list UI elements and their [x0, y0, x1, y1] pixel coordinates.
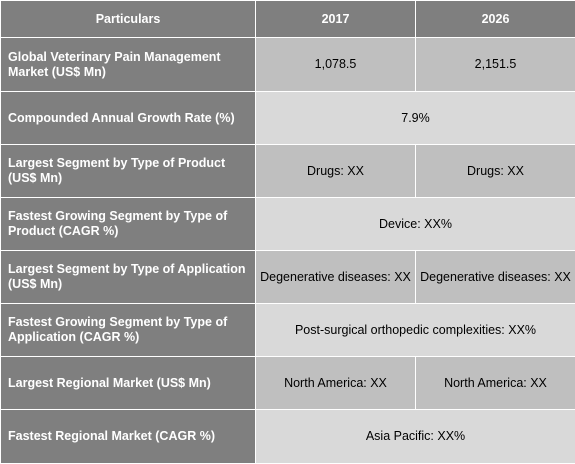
value-merged: 7.9% — [255, 91, 575, 145]
row-label: Fastest Growing Segment by Type of Appli… — [0, 303, 256, 357]
table-header-row: Particulars 2017 2026 — [0, 0, 575, 38]
header-particulars: Particulars — [0, 0, 256, 38]
table-row: Compounded Annual Growth Rate (%) 7.9% — [0, 91, 575, 145]
table-row: Fastest Regional Market (CAGR %) Asia Pa… — [0, 409, 575, 464]
row-label: Largest Segment by Type of Product (US$ … — [0, 144, 256, 198]
table-row: Global Veterinary Pain Management Market… — [0, 37, 575, 92]
header-2026: 2026 — [415, 0, 575, 38]
table-row: Fastest Growing Segment by Type of Appli… — [0, 303, 575, 357]
value-2017: North America: XX — [255, 356, 416, 410]
value-merged: Post-surgical orthopedic complexities: X… — [255, 303, 575, 357]
value-2017: 1,078.5 — [255, 37, 416, 92]
value-2026: North America: XX — [415, 356, 575, 410]
row-label: Largest Segment by Type of Application (… — [0, 250, 256, 304]
table-row: Largest Segment by Type of Product (US$ … — [0, 144, 575, 198]
table-row: Largest Segment by Type of Application (… — [0, 250, 575, 304]
value-2026: Degenerative diseases: XX — [415, 250, 575, 304]
value-2017: Degenerative diseases: XX — [255, 250, 416, 304]
row-label: Global Veterinary Pain Management Market… — [0, 37, 256, 92]
value-2026: Drugs: XX — [415, 144, 575, 198]
value-2017: Drugs: XX — [255, 144, 416, 198]
row-label: Compounded Annual Growth Rate (%) — [0, 91, 256, 145]
value-merged: Device: XX% — [255, 197, 575, 251]
table-row: Largest Regional Market (US$ Mn) North A… — [0, 356, 575, 410]
value-2026: 2,151.5 — [415, 37, 575, 92]
row-label: Largest Regional Market (US$ Mn) — [0, 356, 256, 410]
row-label: Fastest Growing Segment by Type of Produ… — [0, 197, 256, 251]
header-2017: 2017 — [255, 0, 416, 38]
value-merged: Asia Pacific: XX% — [255, 409, 575, 464]
row-label: Fastest Regional Market (CAGR %) — [0, 409, 256, 464]
table-row: Fastest Growing Segment by Type of Produ… — [0, 197, 575, 251]
